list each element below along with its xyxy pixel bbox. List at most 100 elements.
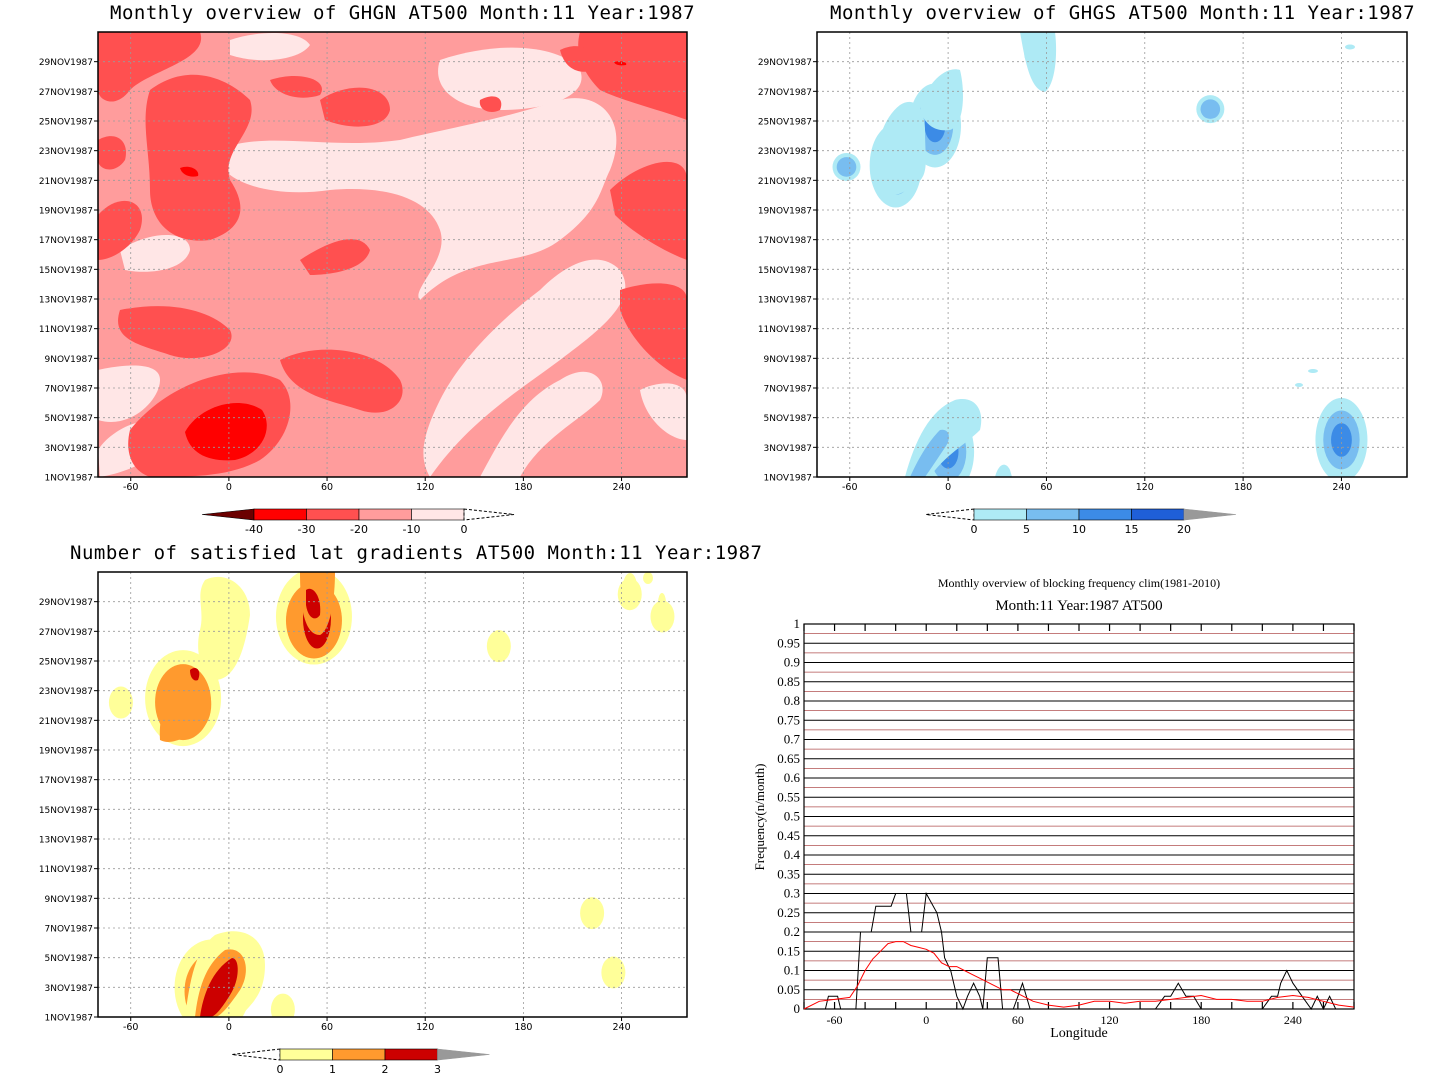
contour-region	[920, 69, 963, 131]
lon-tick-label: 120	[1136, 482, 1154, 493]
date-tick-label: 21NOV1987	[39, 717, 93, 727]
contour-region	[1331, 423, 1352, 457]
date-tick-label: 23NOV1987	[758, 147, 812, 157]
y-tick-label: 0.55	[777, 789, 800, 804]
contour-region	[601, 956, 626, 989]
contour-region	[486, 630, 511, 663]
colorbar-segment	[1078, 508, 1132, 521]
colorbar-segment	[358, 508, 412, 521]
lon-tick-label: 120	[416, 482, 434, 493]
ghgs-field	[817, 32, 1407, 477]
lon-tick-label: 240	[612, 482, 630, 493]
field-base	[98, 572, 687, 1017]
blocking-panel: Monthly overview of blocking frequency c…	[720, 540, 1440, 1091]
colorbar-arrow-right	[437, 1048, 490, 1061]
field-mid-1	[98, 32, 202, 102]
field-mid-9	[610, 161, 687, 260]
contour-region	[658, 593, 666, 613]
ghgn-title: Monthly overview of GHGN AT500 Month:11 …	[110, 2, 696, 24]
date-tick-label: 3NOV1987	[45, 444, 93, 454]
y-tick-label: 0.5	[784, 809, 800, 824]
date-tick-label: 7NOV1987	[45, 385, 93, 395]
series-line-red	[803, 941, 1355, 1010]
contour-region	[159, 675, 212, 742]
lon-tick-label: 0	[945, 482, 951, 493]
blocking-title: Monthly overview of blocking frequency c…	[937, 576, 1221, 590]
date-tick-label: 15NOV1987	[39, 266, 93, 276]
date-tick-label: 25NOV1987	[39, 118, 93, 128]
contour-region	[1200, 99, 1221, 119]
contour-region	[643, 572, 653, 584]
date-tick-label: 17NOV1987	[39, 776, 93, 786]
y-tick-label: 0	[794, 1001, 801, 1016]
contour-region	[198, 576, 250, 680]
field-mid-3	[98, 200, 142, 260]
date-tick-label: 1NOV1987	[45, 1014, 93, 1024]
x-tick-label: -60	[827, 1013, 843, 1027]
date-tick-label: 19NOV1987	[39, 207, 93, 217]
series-line-black	[804, 891, 1354, 1011]
date-tick-label: 15NOV1987	[758, 266, 812, 276]
lon-tick-label: 0	[226, 482, 232, 493]
y-tick-label: 0.1	[784, 963, 800, 978]
lon-tick-label: 180	[514, 482, 532, 493]
y-tick-label: 0.65	[777, 751, 800, 766]
y-tick-label: 0.9	[784, 655, 800, 670]
date-tick-label: 15NOV1987	[39, 806, 93, 816]
lon-tick-label: 120	[416, 1022, 434, 1033]
colorbar-label: 20	[1177, 523, 1191, 536]
colorbar-segment	[306, 508, 360, 521]
field-mid-6	[280, 349, 403, 413]
date-tick-label: 19NOV1987	[39, 747, 93, 757]
contour-region	[306, 588, 321, 619]
x-tick-label: 60	[1012, 1013, 1024, 1027]
colorbar-label: 0	[461, 523, 468, 536]
date-tick-label: 23NOV1987	[39, 687, 93, 697]
date-tick-label: 3NOV1987	[764, 444, 812, 454]
colorbar-segment	[253, 508, 307, 521]
field-mid-8	[578, 32, 687, 120]
contour-region	[995, 464, 1012, 477]
colorbar-segment	[411, 508, 465, 521]
date-tick-label: 1NOV1987	[764, 474, 812, 484]
colorbar-label: 10	[1072, 523, 1086, 536]
date-tick-label: 13NOV1987	[39, 836, 93, 846]
colorbar-segment	[279, 1048, 333, 1061]
lon-tick-label: 240	[1332, 482, 1350, 493]
y-tick-label: 0.6	[784, 770, 801, 785]
plot-frame	[97, 31, 688, 478]
colorbar-label: -40	[245, 523, 263, 536]
date-tick-label: 9NOV1987	[764, 355, 812, 365]
date-tick-label: 17NOV1987	[758, 236, 812, 246]
date-tick-label: 1NOV1987	[45, 474, 93, 484]
ghgs-panel: Monthly overview of GHGS AT500 Month:11 …	[720, 0, 1440, 540]
field-red-3	[614, 61, 627, 66]
date-tick-label: 13NOV1987	[39, 296, 93, 306]
y-tick-label: 0.85	[777, 674, 800, 689]
lat-gradients-heatmap: 1NOV1987 3NOV1987 5NOV1987 7NOV1987 9NOV1987…	[39, 571, 688, 1076]
date-tick-label: 5NOV1987	[764, 414, 812, 424]
y-tick-label: 0.25	[777, 905, 800, 920]
ghgn-panel: Monthly overview of GHGN AT500 Month:11 …	[0, 0, 720, 540]
date-tick-label: 25NOV1987	[39, 658, 93, 668]
contour-region	[190, 668, 200, 681]
date-tick-label: 23NOV1987	[39, 147, 93, 157]
date-tick-label: 19NOV1987	[758, 207, 812, 217]
contour-region	[1345, 44, 1355, 50]
colorbar-label: 3	[434, 1063, 441, 1076]
field-pale-7	[120, 235, 190, 272]
field-pale-1	[218, 98, 617, 300]
date-tick-label: 11NOV1987	[39, 325, 93, 335]
colorbar-segment	[384, 1048, 438, 1061]
date-tick-label: 5NOV1987	[45, 954, 93, 964]
field-red-2	[180, 166, 199, 177]
y-tick-label: 0.95	[777, 635, 800, 650]
x-axis-label: Longitude	[1050, 1026, 1108, 1041]
contour-region	[108, 686, 133, 719]
colorbar-arrow-left	[201, 508, 255, 521]
lon-tick-label: 240	[612, 1022, 630, 1033]
lon-tick-label: -60	[842, 482, 858, 493]
colorbar-label: 1	[329, 1063, 336, 1076]
field-pale-3	[480, 371, 603, 477]
contour-region	[1308, 369, 1318, 373]
